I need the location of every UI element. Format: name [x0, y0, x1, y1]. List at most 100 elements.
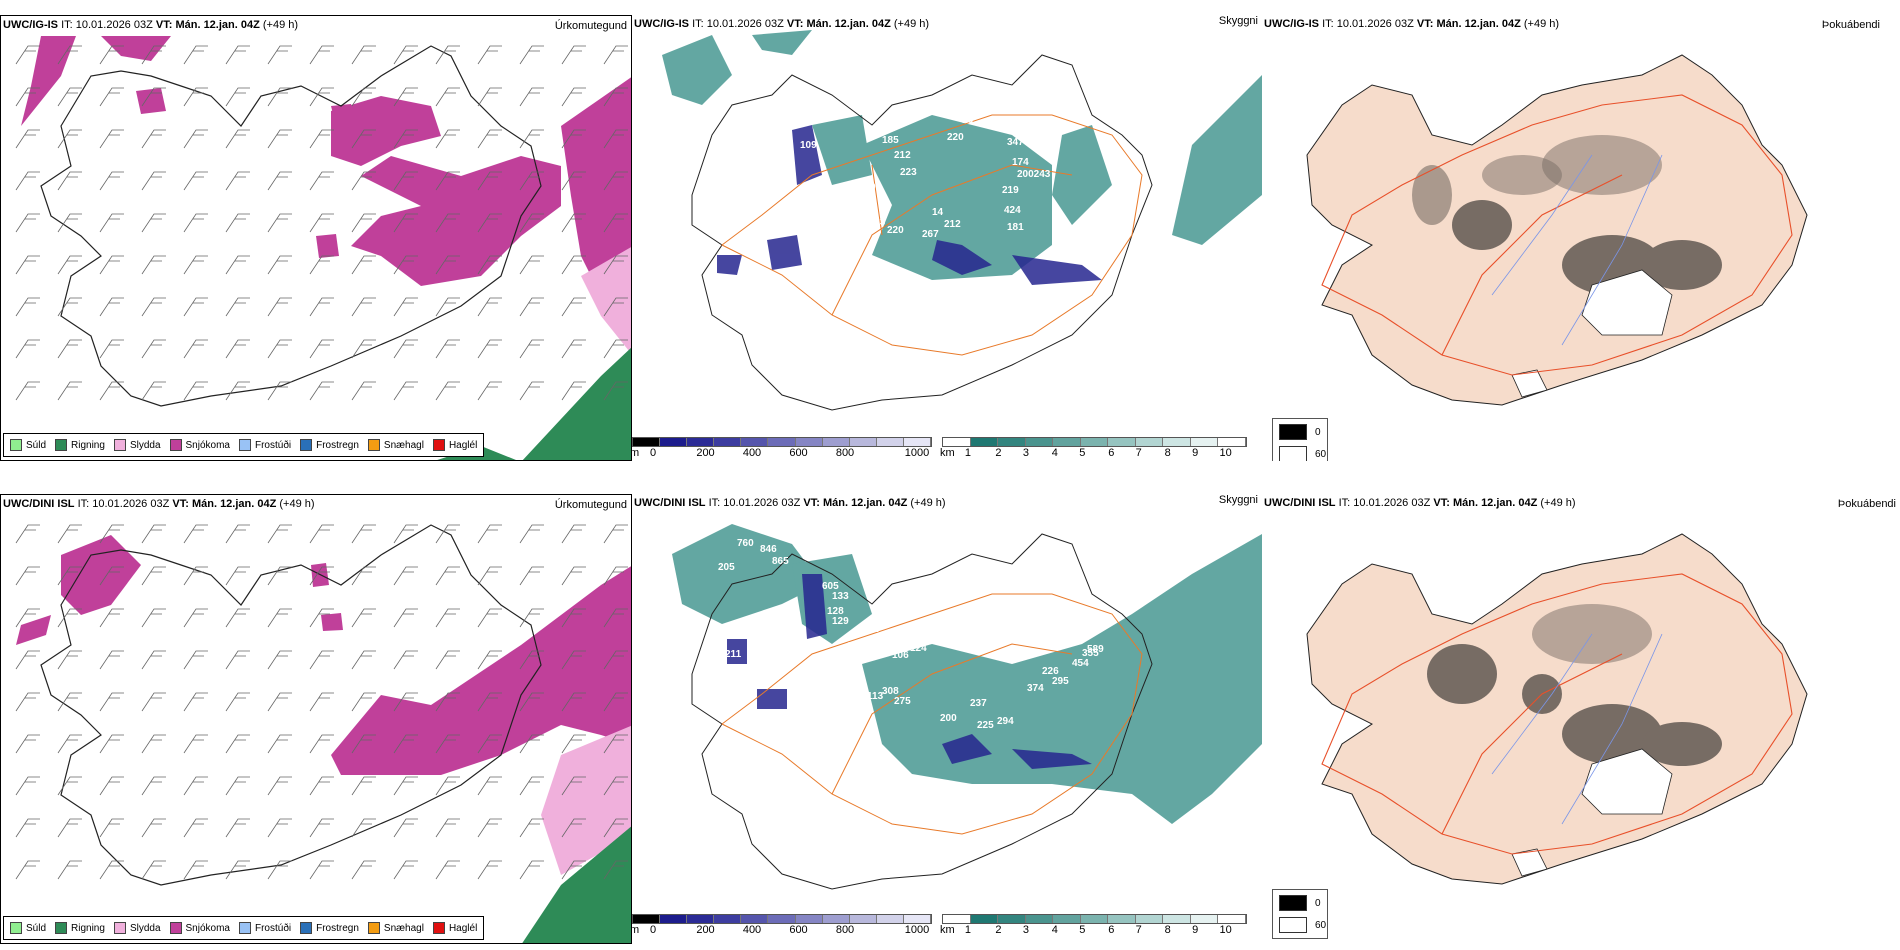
- cloud-base-label: 129: [832, 616, 849, 627]
- cloud-base-label: 223: [900, 167, 917, 178]
- legend-label: Snjókoma: [185, 922, 230, 934]
- low-visibility-area: [662, 30, 1262, 280]
- colorbar-segment: [795, 438, 823, 446]
- wind-barb: [57, 566, 82, 586]
- wind-barb: [267, 650, 292, 670]
- fog-legend-swatch: [1279, 895, 1307, 911]
- wind-barb: [267, 860, 292, 880]
- wind-barb: [267, 381, 292, 401]
- colorbar-tick: 4: [1051, 447, 1058, 459]
- fog-legend-item: 60: [1279, 917, 1326, 933]
- wind-barb: [57, 776, 82, 796]
- wind-barb: [435, 608, 460, 628]
- wind-barb: [57, 339, 82, 359]
- wind-barb: [99, 255, 124, 275]
- colorbar-segment: [876, 438, 904, 446]
- wind-barb: [393, 87, 418, 107]
- colorbar-tick: 5: [1079, 924, 1086, 936]
- model-name: UWC/IG-IS: [3, 19, 58, 31]
- wind-barb: [309, 87, 334, 107]
- legend-swatch: [113, 439, 126, 451]
- wind-barb: [225, 45, 250, 65]
- wind-barb: [225, 692, 250, 712]
- wind-barb: [435, 255, 460, 275]
- wind-barb: [393, 213, 418, 233]
- colorbar-tick: 800: [835, 447, 855, 459]
- panel-title: Skyggni: [1218, 494, 1258, 506]
- wind-barb: [183, 734, 208, 754]
- wind-barb: [183, 524, 208, 544]
- wind-barb: [435, 776, 460, 796]
- wind-barb: [351, 818, 376, 838]
- cloud-base-label: 133: [832, 591, 849, 602]
- wind-barb: [393, 45, 418, 65]
- fog-legend-swatch: [1279, 424, 1307, 440]
- colorbar-tick: 0: [649, 924, 657, 936]
- legend-swatch: [169, 439, 182, 451]
- legend-label: Rigning: [71, 439, 105, 451]
- wind-barb: [603, 650, 628, 670]
- wind-barb: [267, 45, 292, 65]
- wind-barb: [351, 524, 376, 544]
- wind-barb: [15, 734, 40, 754]
- legend-swatch: [367, 439, 380, 451]
- cloud-base-label: 205: [718, 562, 735, 573]
- legend-swatch: [238, 922, 251, 934]
- cloud-base-label: 846: [760, 544, 777, 555]
- wind-barb: [435, 566, 460, 586]
- wind-barb: [183, 860, 208, 880]
- colorbar-segment: [660, 915, 688, 923]
- legend-label: Snæhagl: [383, 439, 424, 451]
- wind-barb: [183, 818, 208, 838]
- legend-item: Slydda: [113, 922, 161, 934]
- colorbar-segment: [768, 438, 796, 446]
- wind-barb: [99, 213, 124, 233]
- wind-barb: [351, 213, 376, 233]
- wind-barb: [15, 650, 40, 670]
- wind-barb: [435, 297, 460, 317]
- wind-barb: [351, 608, 376, 628]
- colorbar-unit: km: [940, 447, 955, 459]
- wind-barb: [99, 339, 124, 359]
- wind-barb: [309, 776, 334, 796]
- wind-barb: [519, 860, 544, 880]
- wind-barb: [351, 776, 376, 796]
- legend-label: Súld: [26, 922, 47, 934]
- fog-legend-label: 0: [1315, 426, 1321, 438]
- sleet-area: [581, 247, 631, 354]
- wind-barb: [603, 255, 628, 275]
- wind-barb: [99, 650, 124, 670]
- colorbar-segment: [1053, 915, 1081, 923]
- it-value: 10.01.2026 03Z: [706, 18, 784, 30]
- wind-barb: [141, 129, 166, 149]
- wind-barb: [15, 692, 40, 712]
- legend-swatch: [113, 922, 126, 934]
- colorbar-segment: [660, 438, 688, 446]
- cloud-base-label: 174: [1012, 157, 1029, 168]
- colorbar-tick: 5: [1079, 447, 1086, 459]
- cloud-base-label: 14: [932, 207, 944, 218]
- colorbar-segment: [998, 915, 1026, 923]
- it-label: IT:: [1338, 497, 1351, 509]
- cloud-base-label: 92: [817, 187, 829, 198]
- wind-barb: [435, 87, 460, 107]
- wind-barb: [267, 129, 292, 149]
- glaciers: [1511, 748, 1673, 877]
- wind-barb: [183, 87, 208, 107]
- wind-barb: [141, 213, 166, 233]
- legend-swatch: [10, 439, 22, 451]
- wind-barb: [267, 524, 292, 544]
- cloud-base-label: 12: [752, 112, 764, 123]
- wind-barb: [141, 255, 166, 275]
- legend-swatch: [432, 439, 445, 451]
- wind-barb: [603, 734, 628, 754]
- colorbar-segment: [1135, 915, 1164, 923]
- wind-barb: [393, 776, 418, 796]
- legend-label: Snjókoma: [185, 439, 230, 451]
- wind-barb: [351, 171, 376, 191]
- wind-barb: [225, 608, 250, 628]
- colorbar-tick: 9: [1192, 447, 1199, 459]
- wind-barb: [57, 213, 82, 233]
- legend-swatch: [300, 922, 313, 934]
- cloud-base-label: 159: [1057, 618, 1074, 629]
